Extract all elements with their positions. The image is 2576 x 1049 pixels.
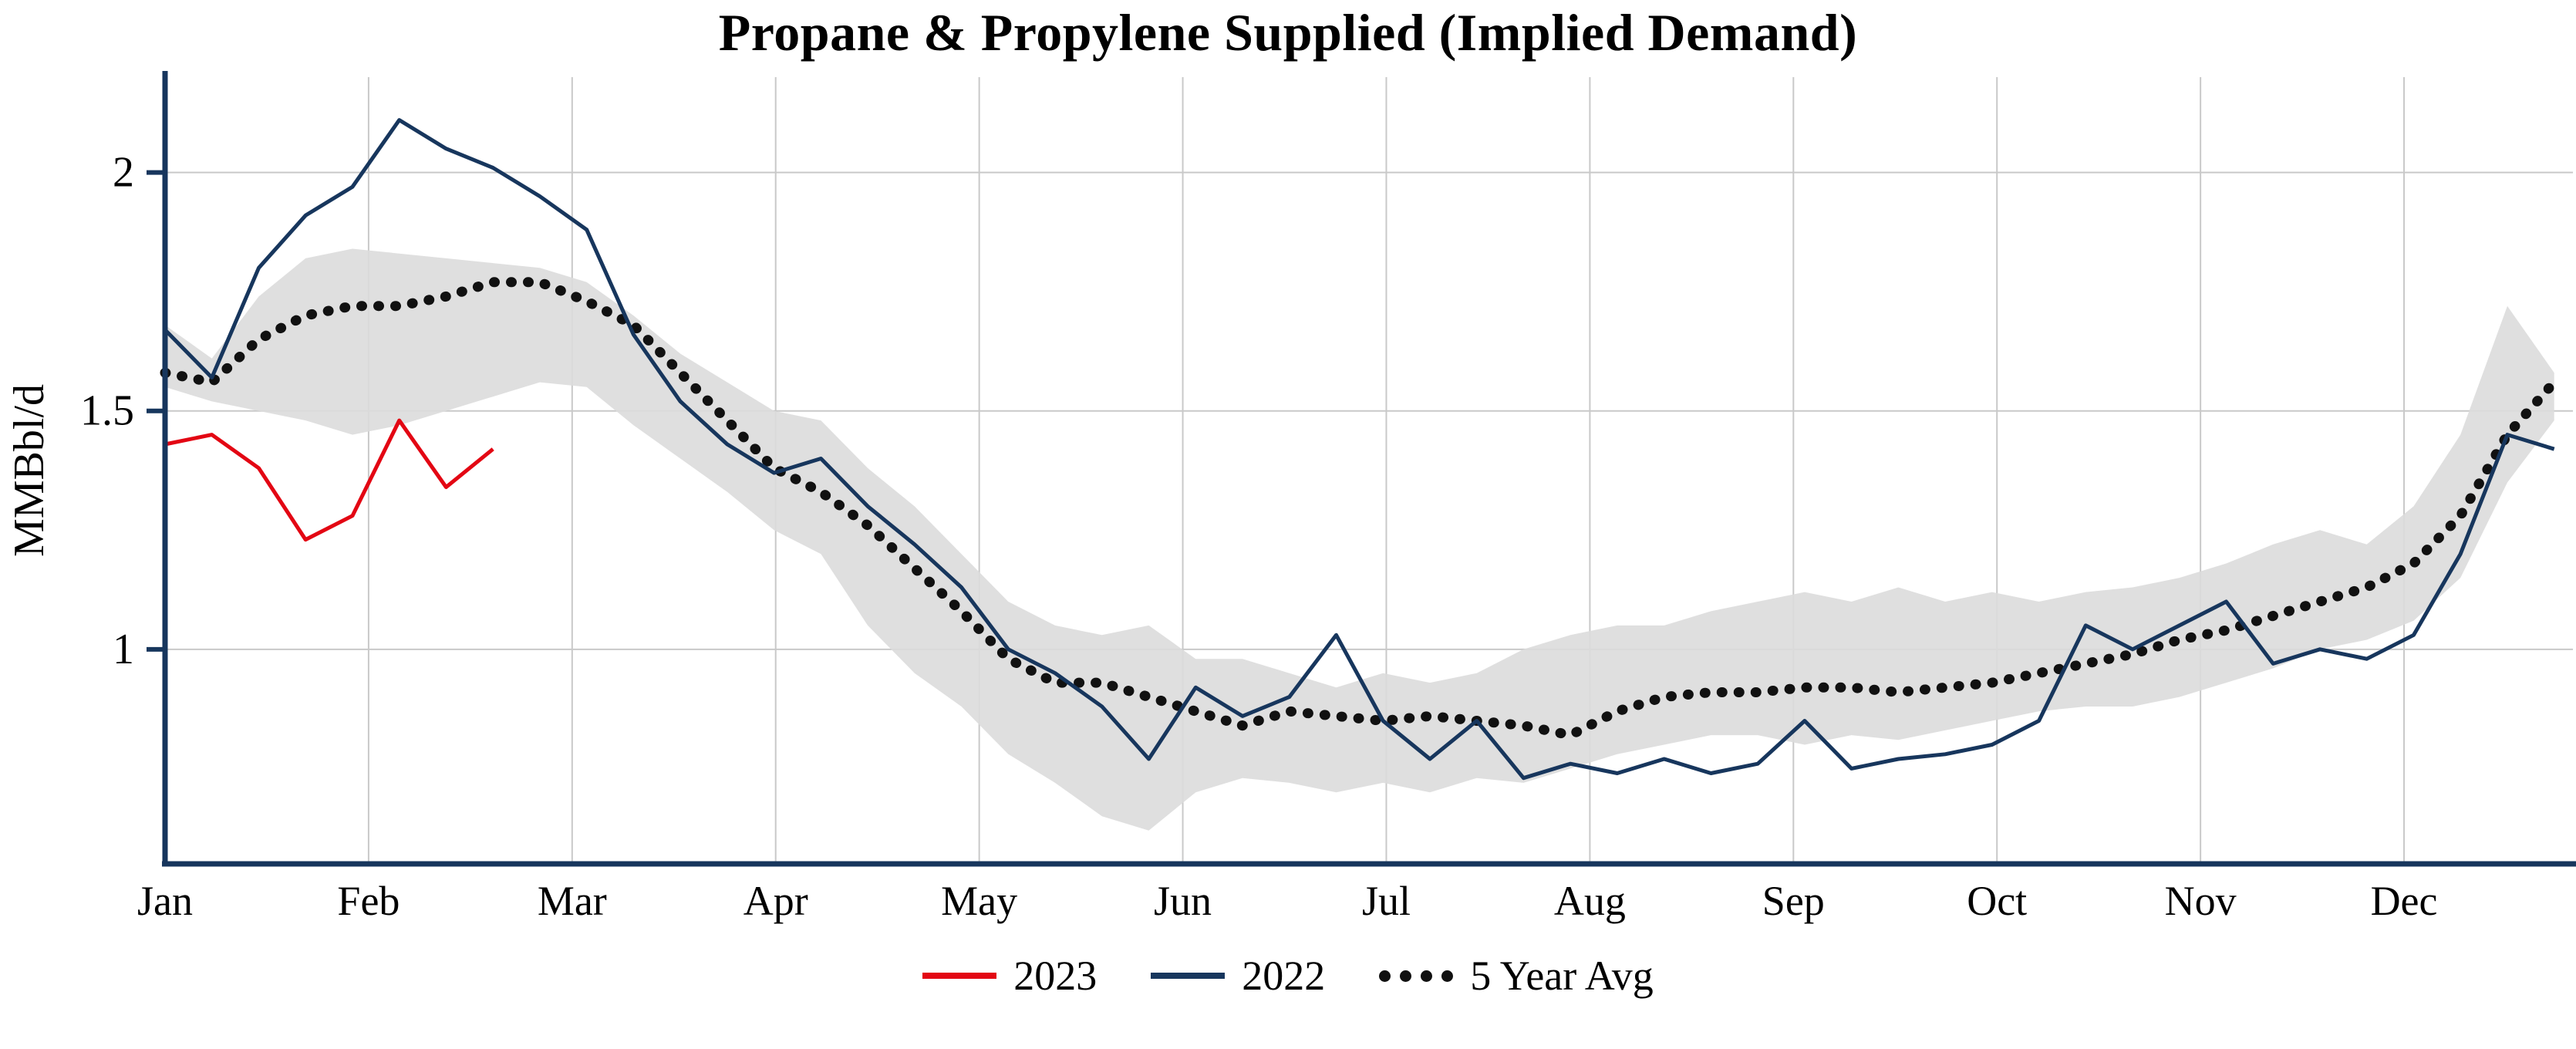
legend-dotted-line-icon (1379, 970, 1454, 982)
month-tick-label: Dec (2371, 878, 2438, 924)
month-tick-label: Nov (2165, 878, 2237, 924)
chart-legend: 2023 2022 5 Year Avg (0, 952, 2576, 1000)
series-line-5-year-avg (160, 277, 2560, 740)
legend-label-2022: 2022 (1242, 953, 1326, 999)
y-tick-label: 2 (113, 149, 134, 197)
chart-canvas: MMBbl/d Jan Feb Mar Apr May Jun Jul Aug Sep Oct No… (5, 71, 2576, 924)
legend-line-2022-icon (1151, 973, 1226, 979)
month-tick-label: Aug (1554, 878, 1626, 924)
y-tick-label: 1.5 (80, 387, 134, 435)
month-tick-label: Jul (1362, 878, 1411, 924)
series-line-2023 (164, 418, 494, 542)
y-axis-label: MMBbl/d (5, 384, 53, 557)
month-tick-label: Jun (1154, 878, 1212, 924)
legend-line-2023-icon (922, 973, 997, 979)
y-tick-label: 1 (113, 626, 134, 673)
legend-label-2023: 2023 (1013, 953, 1097, 999)
month-tick-label: Jan (137, 878, 193, 924)
month-tick-label: Mar (538, 878, 607, 924)
legend-item-2023: 2023 (922, 952, 1097, 1000)
month-tick-label: Sep (1762, 878, 1825, 924)
five-year-range-band (165, 248, 2554, 831)
month-tick-label: Oct (1967, 878, 2027, 924)
series-line-2022 (164, 118, 2555, 781)
month-tick-label: Feb (337, 878, 400, 924)
legend-label-5-year-avg: 5 Year Avg (1470, 953, 1654, 999)
month-tick-label: Apr (743, 878, 808, 924)
legend-item-5-year-avg: 5 Year Avg (1379, 952, 1654, 1000)
legend-item-2022: 2022 (1151, 952, 1325, 1000)
chart-title: Propane & Propylene Supplied (Implied De… (718, 3, 1858, 62)
month-tick-label: May (941, 878, 1017, 924)
